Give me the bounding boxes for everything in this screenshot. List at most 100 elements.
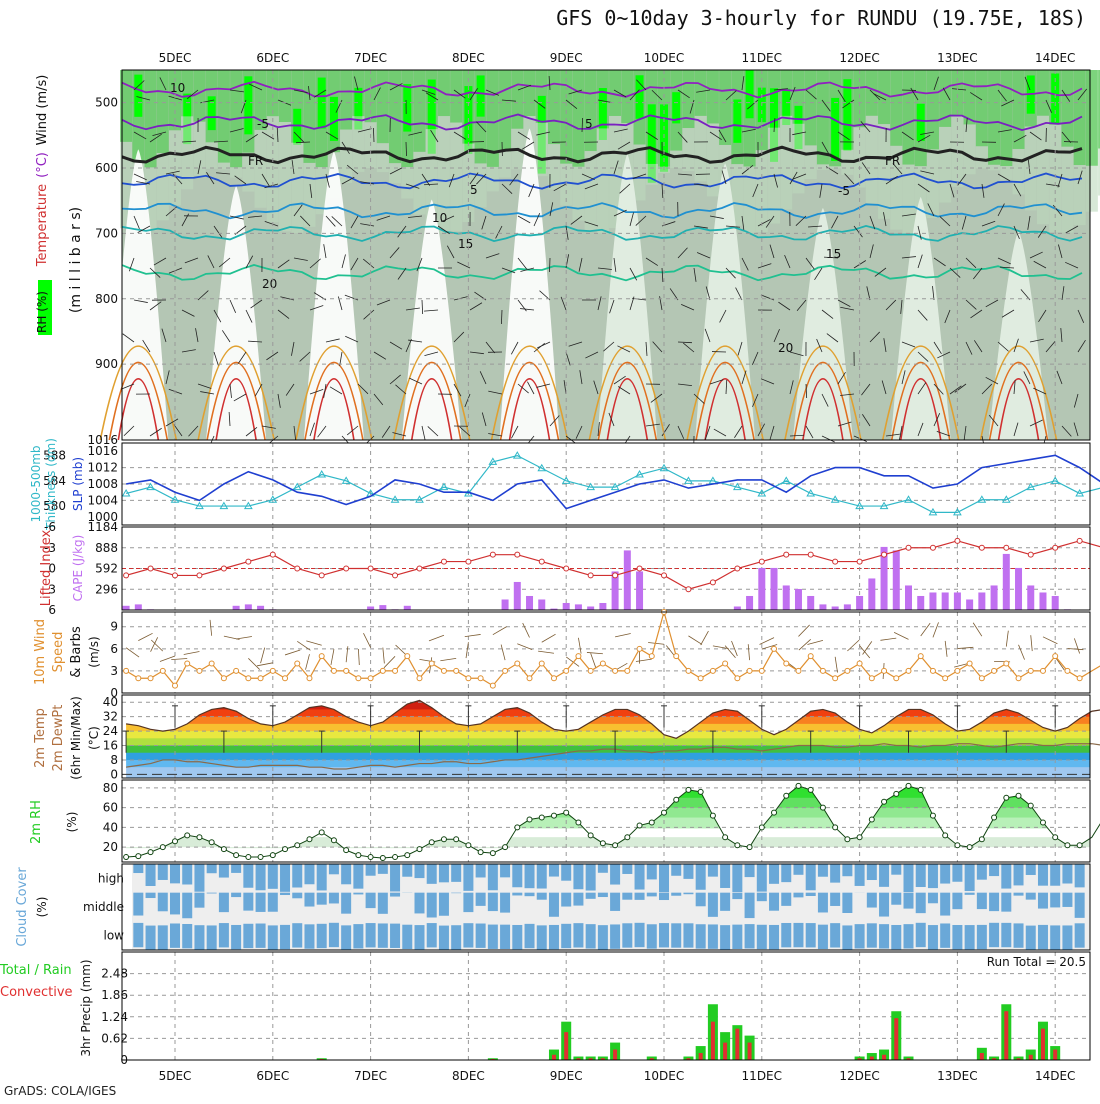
cloud-level-label: high — [98, 871, 124, 885]
bottom-date-label: 5DEC — [159, 1069, 192, 1083]
rh2m-point — [723, 835, 728, 840]
wind-speed-point — [503, 668, 508, 673]
cloud-high-bar — [182, 864, 192, 884]
top-date-label: 14DEC — [1035, 51, 1075, 65]
cloud-high-bar — [537, 864, 547, 889]
cloud-high-bar — [256, 864, 266, 890]
wind-speed-point — [576, 654, 581, 659]
wind-speed-point — [551, 676, 556, 681]
cloud-mid-bar — [488, 893, 498, 911]
cloud-low-bar — [292, 923, 302, 947]
rh2m-point — [820, 805, 825, 810]
cape-bar — [746, 596, 753, 610]
wind-speed-point — [417, 676, 422, 681]
cloud-high-bar — [977, 864, 987, 880]
cloud-low-bar — [708, 924, 718, 948]
cloud-high-bar — [378, 864, 388, 874]
cloud-mid-bar — [353, 893, 363, 895]
cloud-mid-bar — [341, 893, 351, 914]
rh-band — [805, 145, 817, 179]
lifted-index-point — [270, 552, 275, 557]
cloud-low-bar — [977, 925, 987, 949]
cloud-high-bar — [133, 864, 143, 873]
cloud-high-bar — [1062, 864, 1072, 884]
top-date-label: 11DEC — [742, 51, 782, 65]
temp-panel-label-2: 2m DewPt — [51, 705, 66, 772]
wind-speed-point — [979, 676, 984, 681]
wind-speed-point — [723, 661, 728, 666]
cape-bar — [819, 604, 826, 610]
wind-speed-point — [845, 668, 850, 673]
cloud-high-bar — [561, 864, 571, 881]
wind-speed-point — [857, 661, 862, 666]
rh2m-point — [979, 837, 984, 842]
wind-barb — [406, 142, 407, 156]
cloud-low-bar — [940, 923, 950, 947]
rh-band — [695, 116, 707, 181]
rh2m-point — [441, 837, 446, 842]
precip-label: 3hr Precip (mm) — [79, 959, 93, 1056]
wind-speed-point — [820, 668, 825, 673]
rh2m-point — [331, 838, 336, 843]
lifted-index-label: Lifted Index — [39, 529, 54, 606]
cloud-mid-bar — [512, 893, 522, 896]
rh2m-point — [576, 820, 581, 825]
rh-label: RH (%) — [35, 291, 49, 333]
cape-bar — [783, 585, 790, 610]
cloud-high-bar — [793, 864, 803, 875]
cloud-low-bar — [366, 923, 376, 947]
slp-y-tick-label: 1012 — [87, 461, 118, 475]
cape-bar — [991, 585, 998, 610]
cloud-high-bar — [586, 864, 596, 891]
wind-speed-point — [759, 668, 764, 673]
wind-speed-point — [600, 661, 605, 666]
wind-speed-point — [1077, 676, 1082, 681]
wind-speed-point — [625, 668, 630, 673]
rh2m-point — [882, 799, 887, 804]
wind-speed-point — [869, 676, 874, 681]
wind-speed-point — [295, 661, 300, 666]
top-date-label: 6DEC — [256, 51, 289, 65]
rh2m-y-tick-label: 60 — [103, 801, 118, 815]
cloud-low-bar — [610, 924, 620, 948]
rh-band — [572, 167, 584, 221]
wind-speed-point — [698, 676, 703, 681]
cloud-high-bar — [610, 864, 620, 885]
rh2m-point — [185, 833, 190, 838]
cape-bar — [367, 606, 374, 610]
top-date-label: 12DEC — [839, 51, 879, 65]
cloud-low-bar — [622, 923, 632, 947]
rh2m-point — [515, 825, 520, 830]
wind-speed-point — [246, 676, 251, 681]
cape-bar — [636, 571, 643, 610]
isotherm-label: 5 — [585, 117, 593, 131]
wind-speed-point — [564, 668, 569, 673]
cloud-mid-bar — [671, 893, 681, 896]
lifted-index-point — [833, 559, 838, 564]
cloud-high-bar — [219, 864, 229, 878]
bottom-date-label: 10DEC — [644, 1069, 684, 1083]
precip-y-tick-label: 0 — [120, 1053, 128, 1067]
lifted-index-point — [784, 552, 789, 557]
rh-band — [303, 70, 315, 163]
cloud-mid-bar — [586, 893, 596, 899]
cloud-mid-bar — [683, 893, 693, 895]
rh2m-unit: (%) — [65, 812, 79, 833]
cape-bar — [514, 582, 521, 610]
wind-speed-point — [258, 676, 263, 681]
rh-band — [1086, 70, 1098, 166]
precip-conv-bar — [1041, 1029, 1045, 1060]
rh2m-point — [698, 789, 703, 794]
rh2m-point — [173, 839, 178, 844]
cape-bar — [245, 604, 252, 610]
isotherm-label: FR — [248, 154, 263, 168]
wind-speed-point — [918, 654, 923, 659]
cloud-high-bar — [463, 864, 473, 891]
rh2m-point — [417, 847, 422, 852]
rh-band — [1061, 147, 1073, 233]
cape-bar — [599, 603, 606, 610]
lifted-index-point — [246, 559, 251, 564]
cloud-high-bar — [781, 864, 791, 882]
cloud-mid-bar — [207, 893, 217, 894]
